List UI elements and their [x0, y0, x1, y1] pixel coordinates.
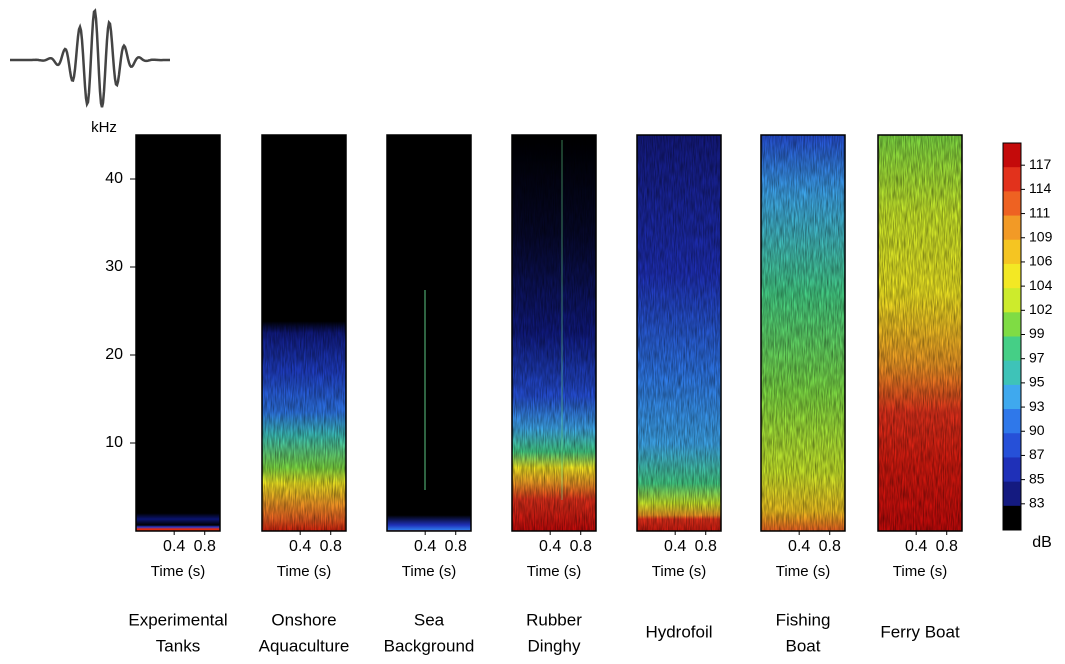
y-tick-label: 10: [105, 434, 123, 451]
x-tick-label: 0.4: [664, 538, 686, 555]
colorbar-segment: [1003, 361, 1021, 386]
x-tick-label: 0.4: [289, 538, 311, 555]
colorbar-tick-label: 95: [1029, 374, 1045, 390]
colorbar-segment: [1003, 506, 1021, 531]
colorbar-tick-label: 99: [1029, 325, 1045, 341]
colorbar-tick-label: 83: [1029, 495, 1045, 511]
x-tick-label: 0.8: [936, 538, 958, 555]
x-tick-label: 0.4: [905, 538, 927, 555]
colorbar-tick-label: 106: [1029, 253, 1053, 269]
colorbar-segment: [1003, 433, 1021, 458]
spectrogram-texture: [512, 135, 596, 531]
colorbar-tick-label: 85: [1029, 470, 1045, 486]
x-tick-label: 0.8: [695, 538, 717, 555]
colorbar-segment: [1003, 240, 1021, 265]
spectrogram-panel: 0.4 0.8 Time (s) Ferry Boat: [878, 135, 962, 641]
colorbar-tick-label: 93: [1029, 398, 1045, 414]
x-axis-label: Time (s): [776, 563, 830, 580]
panel-name: Fishing: [776, 610, 831, 629]
x-axis-label: Time (s): [527, 563, 581, 580]
x-axis-label: Time (s): [652, 563, 706, 580]
colorbar-tick-label: 109: [1029, 228, 1053, 244]
panel-name: Onshore: [271, 610, 336, 629]
panel-name: Hydrofoil: [645, 622, 712, 641]
spectrogram-texture: [761, 135, 845, 531]
spectrogram: [136, 135, 220, 531]
x-tick-label: 0.8: [320, 538, 342, 555]
colorbar-tick-label: 90: [1029, 422, 1045, 438]
colorbar-segment: [1003, 482, 1021, 507]
spectrogram-panel: 0.4 0.8 Time (s) Hydrofoil: [637, 135, 721, 641]
spectrogram-panel: 0.4 0.8 Time (s) Fishing Boat: [761, 135, 845, 655]
panel-name: Aquaculture: [259, 636, 350, 655]
panel-name: Ferry Boat: [880, 622, 960, 641]
colorbar-segment: [1003, 216, 1021, 241]
x-tick-label: 0.8: [445, 538, 467, 555]
colorbar-segment: [1003, 337, 1021, 362]
colorbar-tick-label: 104: [1029, 277, 1053, 293]
x-tick-label: 0.4: [539, 538, 561, 555]
panel-name: Boat: [786, 636, 821, 655]
y-axis-label: kHz: [91, 119, 117, 136]
colorbar-segment: [1003, 167, 1021, 192]
spectrogram-panel: 0.4 0.8 Time (s) Experimental Tanks: [128, 135, 227, 655]
colorbar: 117 114 111 109 106 104 102 99 97 95 93 90 87 85 83: [1003, 143, 1053, 531]
spectrogram-panel: 0.4 0.8 Time (s) Rubber Dinghy: [512, 135, 596, 655]
colorbar-tick-label: 111: [1029, 204, 1050, 220]
page: {"chart_data": { "type": "spectrogram", …: [0, 0, 1065, 664]
x-axis-label: Time (s): [151, 563, 205, 580]
x-tick-label: 0.8: [819, 538, 841, 555]
colorbar-tick-label: 97: [1029, 349, 1045, 365]
x-tick-label: 0.4: [163, 538, 185, 555]
x-axis-label: Time (s): [893, 563, 947, 580]
colorbar-segment: [1003, 191, 1021, 216]
panel-name: Dinghy: [528, 636, 581, 655]
y-tick-label: 30: [105, 258, 123, 275]
panel-name: Experimental: [128, 610, 227, 629]
spectrogram-texture: [637, 135, 721, 531]
spectrogram-texture: [878, 135, 962, 531]
x-tick-label: 0.4: [788, 538, 810, 555]
chart: kHz dB 10 20 30 40 0.4 0.8 Time (s) Experimenta…: [0, 0, 1065, 664]
colorbar-segment: [1003, 288, 1021, 313]
waveform: [10, 11, 170, 107]
colorbar-segment: [1003, 312, 1021, 337]
spectrogram-panel: 0.4 0.8 Time (s) Sea Background: [384, 135, 475, 655]
spectrogram-panel: 0.4 0.8 Time (s) Onshore Aquaculture: [259, 135, 350, 655]
colorbar-tick-label: 87: [1029, 446, 1045, 462]
spectrogram-texture: [262, 135, 346, 531]
waveform-icon: [10, 11, 170, 107]
x-axis-label: Time (s): [277, 563, 331, 580]
y-tick-label: 20: [105, 346, 123, 363]
panel-name: Sea: [414, 610, 445, 629]
colorbar-tick-label: 102: [1029, 301, 1053, 317]
panel-name: Tanks: [156, 636, 200, 655]
colorbar-tick-label: 114: [1029, 180, 1052, 196]
colorbar-segment: [1003, 385, 1021, 410]
colorbar-segment: [1003, 264, 1021, 289]
panel-name: Background: [384, 636, 475, 655]
panel-name: Rubber: [526, 610, 582, 629]
y-tick-label: 40: [105, 170, 123, 187]
colorbar-segment: [1003, 457, 1021, 482]
colorbar-tick-label: 117: [1029, 156, 1052, 172]
x-axis-label: Time (s): [402, 563, 456, 580]
x-tick-label: 0.8: [194, 538, 216, 555]
x-tick-label: 0.8: [570, 538, 592, 555]
colorbar-segment: [1003, 409, 1021, 434]
colorbar-segment: [1003, 143, 1021, 168]
colorbar-label: dB: [1032, 534, 1052, 551]
x-tick-label: 0.4: [414, 538, 436, 555]
